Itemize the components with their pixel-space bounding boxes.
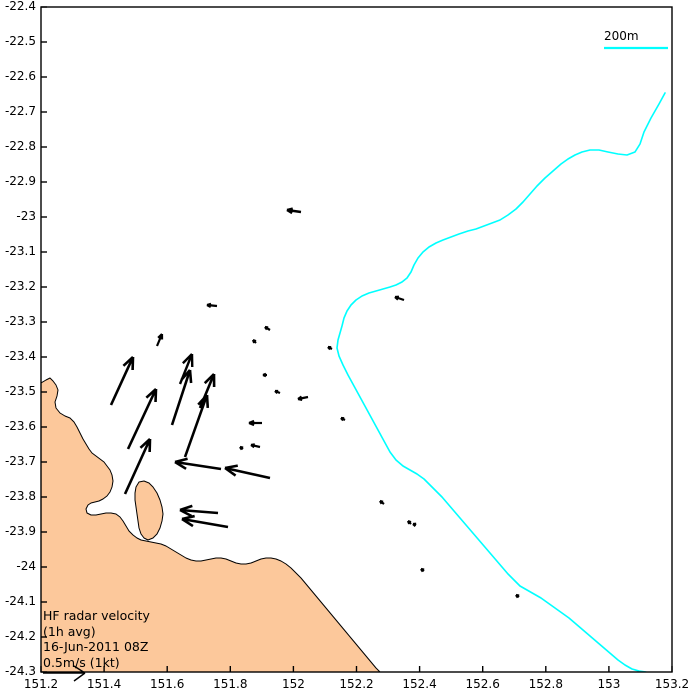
velocity-vector bbox=[198, 373, 216, 409]
velocity-vector bbox=[126, 388, 158, 450]
y-tick-label: -23.6 bbox=[4, 419, 36, 433]
y-tick-label: -24.1 bbox=[4, 594, 36, 608]
y-tick-label: -24.2 bbox=[4, 629, 36, 643]
depth-contour-200m bbox=[336, 92, 666, 672]
y-tick-label: -23.3 bbox=[4, 314, 36, 328]
velocity-vector bbox=[251, 338, 257, 344]
velocity-vector bbox=[123, 438, 152, 495]
x-tick-label: 151.4 bbox=[86, 677, 122, 691]
y-tick-label: -23.1 bbox=[4, 244, 36, 258]
x-tick-label: 153 bbox=[597, 677, 621, 691]
x-tick-label: 151.6 bbox=[150, 677, 185, 691]
y-tick-label: -23 bbox=[16, 209, 36, 223]
velocity-vector bbox=[250, 443, 261, 449]
x-tick-label: 152.2 bbox=[339, 677, 374, 691]
x-tick-label: 152.6 bbox=[465, 677, 500, 691]
x-tick-label: 152.8 bbox=[528, 677, 563, 691]
depth-legend-label: 200m bbox=[604, 29, 639, 43]
scale-reference-arrow bbox=[43, 665, 86, 682]
velocity-vector bbox=[420, 567, 425, 573]
land-layer bbox=[41, 377, 381, 672]
y-tick-label: -23.2 bbox=[4, 279, 36, 293]
y-tick-label: -23.4 bbox=[4, 349, 36, 363]
annotation-line-timestamp: 16-Jun-2011 08Z bbox=[43, 639, 149, 654]
velocity-vector bbox=[515, 593, 520, 599]
velocity-vector bbox=[155, 333, 164, 347]
velocity-vector bbox=[327, 345, 333, 351]
y-tick-label: -22.5 bbox=[4, 34, 36, 48]
y-tick-label: -22.8 bbox=[4, 139, 36, 153]
y-tick-label: -23.9 bbox=[4, 524, 36, 538]
y-tick-label: -24 bbox=[16, 559, 36, 573]
velocity-vector bbox=[181, 514, 229, 529]
velocity-vector bbox=[224, 464, 271, 480]
annotation-line-scale: 0.5m/s (1kt) bbox=[43, 654, 120, 670]
velocity-vector bbox=[340, 416, 346, 422]
y-tick-label: -22.9 bbox=[4, 174, 36, 188]
velocity-vector bbox=[248, 419, 262, 427]
y-tick-label: -24.3 bbox=[4, 664, 36, 678]
land-polygon-mainland bbox=[41, 377, 381, 672]
y-tick-label: -22.7 bbox=[4, 104, 36, 118]
velocity-vector bbox=[394, 295, 405, 302]
velocity-vector bbox=[179, 504, 219, 518]
velocity-vector bbox=[109, 356, 135, 406]
x-tick-label: 152.4 bbox=[402, 677, 437, 691]
velocity-vector bbox=[274, 389, 281, 395]
velocity-vector bbox=[379, 499, 385, 505]
velocity-vector bbox=[297, 395, 309, 401]
y-tick-label: -23.5 bbox=[4, 384, 36, 398]
velocity-vector bbox=[406, 519, 412, 525]
velocity-vector bbox=[239, 445, 244, 451]
velocity-vector bbox=[286, 207, 302, 215]
velocity-vector bbox=[178, 353, 194, 385]
velocity-vector bbox=[174, 457, 222, 471]
velocity-vector-layer bbox=[109, 207, 520, 599]
axis-tick-layer bbox=[40, 6, 673, 673]
annotation-line-title: HF radar velocity bbox=[43, 608, 150, 623]
y-tick-label: -23.7 bbox=[4, 454, 36, 468]
x-tick-label: 151.8 bbox=[213, 677, 248, 691]
velocity-vector bbox=[206, 302, 218, 308]
velocity-vector bbox=[262, 372, 267, 378]
hf-radar-annotation-block: HF radar velocity (1h avg) 16-Jun-2011 0… bbox=[43, 608, 150, 670]
x-tick-label: 152 bbox=[281, 677, 305, 691]
annotation-line-average: (1h avg) bbox=[43, 623, 96, 639]
y-tick-label: -22.6 bbox=[4, 69, 36, 83]
y-tick-label: -23.8 bbox=[4, 489, 36, 503]
velocity-vector bbox=[264, 325, 271, 331]
velocity-vector bbox=[412, 522, 417, 527]
x-tick-label: 153.2 bbox=[654, 677, 690, 691]
land-polygon-curtis-island bbox=[134, 480, 164, 541]
depth-contour-layer bbox=[336, 92, 666, 672]
x-tick-label: 151.2 bbox=[23, 677, 59, 691]
y-tick-label: -22.4 bbox=[4, 0, 36, 13]
